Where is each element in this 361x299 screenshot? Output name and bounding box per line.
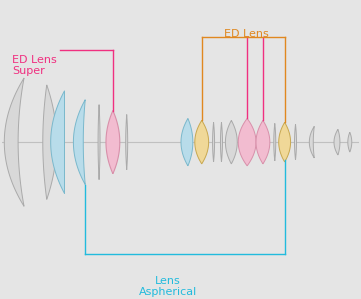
Polygon shape [256,120,270,164]
Text: Aspherical: Aspherical [139,287,197,297]
Polygon shape [348,132,352,152]
Text: Lens: Lens [155,276,181,286]
Polygon shape [195,120,209,164]
Polygon shape [73,100,85,184]
Polygon shape [279,122,291,162]
Polygon shape [238,118,256,166]
Polygon shape [106,111,120,174]
Polygon shape [213,122,214,162]
Polygon shape [126,115,128,170]
Polygon shape [51,91,65,193]
Text: Super: Super [12,66,45,76]
Polygon shape [181,118,193,166]
Polygon shape [309,126,314,158]
Polygon shape [43,85,57,199]
Polygon shape [274,123,276,161]
Text: ED Lens: ED Lens [12,55,57,65]
Polygon shape [4,78,24,206]
Polygon shape [221,122,222,162]
Polygon shape [98,105,100,180]
Polygon shape [334,129,340,155]
Polygon shape [295,124,296,160]
Text: ED Lens: ED Lens [225,29,269,39]
Polygon shape [225,120,237,164]
